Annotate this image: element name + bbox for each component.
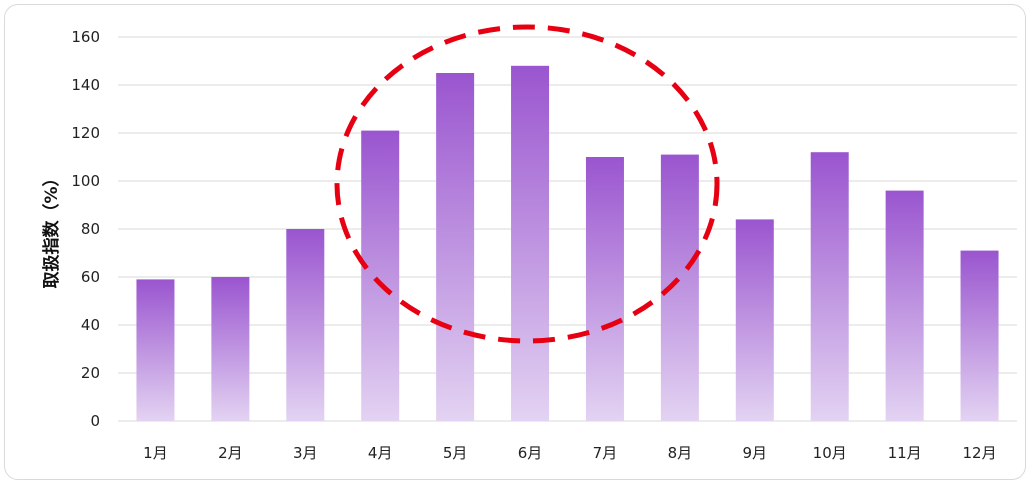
bar	[585, 157, 624, 421]
y-tick-label: 100	[71, 172, 100, 190]
y-tick-label: 120	[71, 124, 100, 142]
y-tick-label: 20	[81, 364, 100, 382]
bar	[735, 219, 774, 421]
highlight-ellipse	[334, 24, 720, 344]
bars	[136, 65, 999, 422]
x-tick-label: 12月	[962, 444, 996, 462]
y-tick-label: 80	[81, 220, 100, 238]
x-tick-label: 5月	[443, 444, 468, 462]
x-tick-label: 4月	[368, 444, 393, 462]
grid-lines	[118, 36, 1017, 422]
x-tick-label: 11月	[888, 444, 922, 462]
x-tick-label: 1月	[143, 444, 168, 462]
bar	[436, 73, 475, 421]
x-tick-label: 6月	[518, 444, 543, 462]
y-axis-ticks: 0 20 40 60 80 100 120 140 160	[71, 28, 100, 430]
x-tick-label: 10月	[813, 444, 847, 462]
bar	[286, 229, 325, 421]
bar	[960, 250, 999, 421]
x-tick-label: 2月	[218, 444, 243, 462]
x-tick-label: 3月	[293, 444, 318, 462]
y-tick-label: 40	[81, 316, 100, 334]
bar	[361, 130, 400, 421]
y-tick-label: 160	[71, 28, 100, 46]
y-tick-label: 140	[71, 76, 100, 94]
x-tick-label: 9月	[743, 444, 768, 462]
bar	[810, 152, 849, 421]
bar	[136, 279, 175, 421]
x-tick-label: 7月	[593, 444, 618, 462]
x-tick-label: 8月	[668, 444, 693, 462]
y-tick-label: 0	[90, 412, 100, 430]
bar	[885, 190, 924, 421]
bar	[511, 65, 550, 422]
x-axis-ticks: 1月 2月 3月 4月 5月 6月 7月 8月 9月 10月 11月 12月	[143, 444, 996, 462]
y-axis-label: 取扱指数（%）	[41, 169, 62, 288]
bar	[211, 277, 250, 421]
y-tick-label: 60	[81, 268, 100, 286]
